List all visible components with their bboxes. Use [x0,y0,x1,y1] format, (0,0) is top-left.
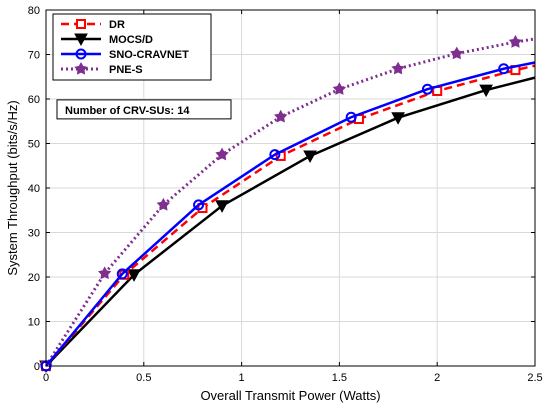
ticks: 0 0.5 1 1.5 2 2.5 0 10 20 30 40 50 60 70 80 [28,5,543,384]
y-tick-label: 60 [28,94,40,106]
data-point [498,63,510,75]
legend: DR MOCS/D SNO-CRAVNET PNE-S [52,13,212,81]
x-tick-label: 2 [434,372,440,384]
data-point [193,199,205,211]
y-tick-label: 70 [28,50,40,62]
y-tick-label: 0 [34,361,40,373]
y-tick-label: 80 [28,5,40,17]
data-point [391,112,405,125]
y-tick-label: 40 [28,183,40,195]
data-point [274,109,288,123]
y-axis-title: System Throughput (bits/s/Hz) [5,100,20,275]
data-point [127,269,141,282]
data-point [332,82,347,95]
data-point [156,197,171,211]
series-line [45,64,536,367]
annotation-frame [56,99,232,120]
legend-label: MOCS/D [109,34,153,46]
data-point [215,147,229,161]
legend-label: PNE-S [109,64,143,76]
data-point [421,83,433,95]
y-tick-label: 30 [28,228,40,240]
legend-item: MOCS/D [61,33,153,47]
series-line [45,61,536,367]
legend-item: PNE-S [61,61,143,76]
annotation-text: Number of CRV-SUs: 14 [65,105,190,117]
y-tick-label: 20 [28,272,40,284]
legend-marker [74,33,88,47]
legend-item: DR [61,19,125,31]
data-point [345,111,357,123]
data-point [269,149,281,161]
legend-label: DR [109,19,125,31]
legend-marker [76,19,86,29]
x-tick-label: 0.5 [136,372,151,384]
legend-marker [75,48,87,60]
series-sno-cravnet [40,61,536,372]
x-tick-label: 2.5 [527,372,542,384]
data-point [450,46,464,60]
legend-item: SNO-CRAVNET [61,48,189,61]
data-point [479,84,493,98]
x-tick-label: 1.5 [332,372,347,384]
y-tick-label: 50 [28,139,40,151]
y-tick-label: 10 [28,317,40,329]
series-layer [39,35,536,374]
annotation-box: Number of CRV-SUs: 14 [56,99,232,120]
x-tick-label: 0 [43,372,49,384]
data-point [215,200,229,213]
x-tick-label: 1 [239,372,245,384]
legend-marker [74,61,88,75]
series-pne-s [39,35,536,372]
legend-label: SNO-CRAVNET [109,49,189,61]
data-point [303,150,317,164]
x-axis-title: Overall Transmit Power (Watts) [200,388,380,403]
data-point [116,268,128,280]
data-point [97,266,112,280]
data-point [508,35,523,48]
data-point [391,61,405,75]
